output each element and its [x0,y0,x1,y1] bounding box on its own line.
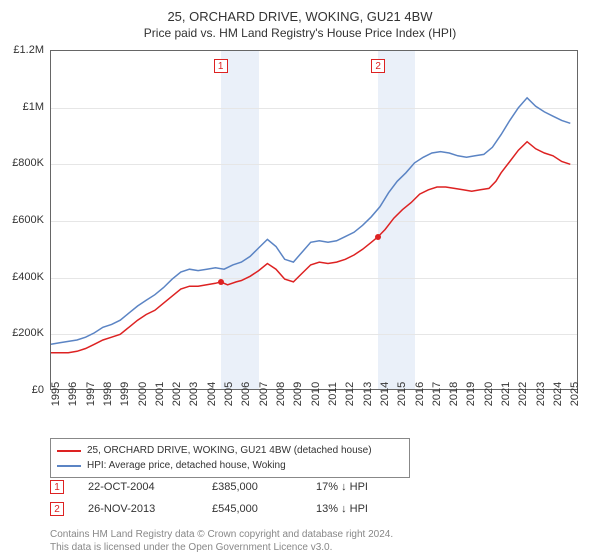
xtick-label: 2013 [362,382,374,406]
xtick-label: 2014 [379,382,391,406]
xtick-label: 1996 [67,382,79,406]
sale-row: 1 22-OCT-2004 £385,000 17% ↓ HPI [50,480,368,494]
xtick-label: 2025 [569,382,581,406]
sale-marker-dot [375,234,381,240]
xtick-label: 2006 [240,382,252,406]
sale-date: 26-NOV-2013 [88,503,188,515]
page-title: 25, ORCHARD DRIVE, WOKING, GU21 4BW [0,0,600,26]
sale-price: £385,000 [212,481,292,493]
sale-row: 2 26-NOV-2013 £545,000 13% ↓ HPI [50,502,368,516]
plot-area: 12 [50,50,578,390]
page-subtitle: Price paid vs. HM Land Registry's House … [0,26,600,44]
ytick-label: £400K [12,271,44,283]
legend-item: HPI: Average price, detached house, Woki… [57,458,403,473]
series-line [51,98,570,344]
legend-swatch [57,450,81,452]
footer-line2: This data is licensed under the Open Gov… [50,541,570,554]
ytick-label: £1.2M [13,44,44,56]
ytick-label: £600K [12,214,44,226]
xtick-label: 2016 [414,382,426,406]
legend: 25, ORCHARD DRIVE, WOKING, GU21 4BW (det… [50,438,410,478]
chart: 12 £0£200K£400K£600K£800K£1M£1.2M 199519… [50,50,578,390]
legend-swatch [57,465,81,467]
xtick-label: 1997 [85,382,97,406]
legend-item: 25, ORCHARD DRIVE, WOKING, GU21 4BW (det… [57,443,403,458]
xtick-label: 2008 [275,382,287,406]
xtick-label: 2000 [137,382,149,406]
ytick-label: £200K [12,327,44,339]
line-series [51,51,579,391]
sale-delta: 17% ↓ HPI [316,481,368,493]
xtick-label: 2022 [517,382,529,406]
legend-label: HPI: Average price, detached house, Woki… [87,458,286,473]
xtick-label: 2011 [327,382,339,406]
xtick-label: 2004 [206,382,218,406]
xtick-label: 2020 [483,382,495,406]
xtick-label: 2007 [258,382,270,406]
xtick-label: 2017 [431,382,443,406]
ytick-label: £0 [32,384,44,396]
footer-line1: Contains HM Land Registry data © Crown c… [50,528,570,541]
sale-row-marker: 1 [50,480,64,494]
xtick-label: 2010 [310,382,322,406]
sale-marker-box: 1 [214,59,228,73]
ytick-label: £1M [23,101,44,113]
xtick-label: 2001 [154,382,166,406]
sale-marker-box: 2 [371,59,385,73]
sale-delta: 13% ↓ HPI [316,503,368,515]
xtick-label: 1995 [50,382,62,406]
xtick-label: 2015 [396,382,408,406]
ytick-label: £800K [12,157,44,169]
xtick-label: 2002 [171,382,183,406]
legend-label: 25, ORCHARD DRIVE, WOKING, GU21 4BW (det… [87,443,372,458]
sale-price: £545,000 [212,503,292,515]
sale-date: 22-OCT-2004 [88,481,188,493]
sale-row-marker: 2 [50,502,64,516]
series-line [51,142,570,353]
xtick-label: 2003 [188,382,200,406]
xtick-label: 2009 [292,382,304,406]
xtick-label: 2012 [344,382,356,406]
xtick-label: 2023 [535,382,547,406]
xtick-label: 2019 [465,382,477,406]
xtick-label: 1999 [119,382,131,406]
xtick-label: 2024 [552,382,564,406]
xtick-label: 2005 [223,382,235,406]
xtick-label: 1998 [102,382,114,406]
footer-attribution: Contains HM Land Registry data © Crown c… [50,528,570,554]
sale-marker-dot [218,279,224,285]
xtick-label: 2018 [448,382,460,406]
xtick-label: 2021 [500,382,512,406]
